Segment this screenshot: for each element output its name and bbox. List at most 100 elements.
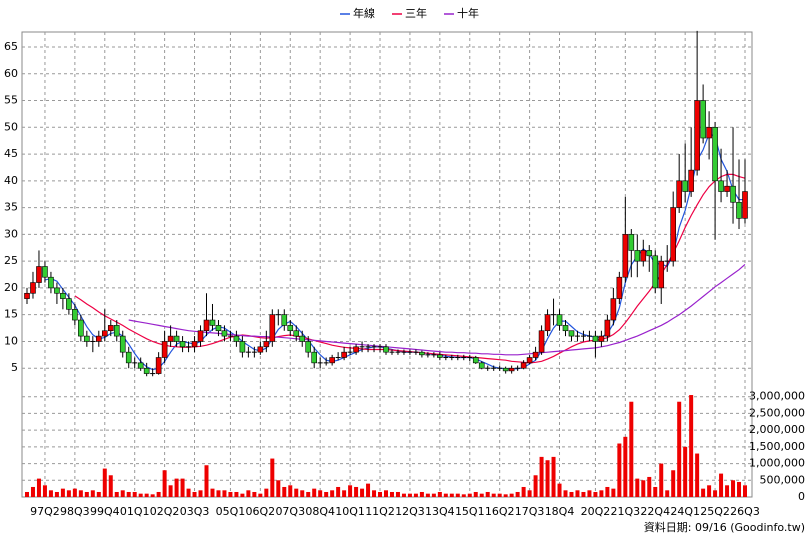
volume-bar — [204, 465, 209, 497]
x-tick-label: 22Q4 — [640, 505, 670, 518]
volume-bar — [252, 491, 257, 497]
x-tick-label: 17Q3 — [515, 505, 545, 518]
candle-body — [700, 100, 706, 139]
y-tick-label: 10 — [4, 334, 18, 347]
volume-bar — [437, 491, 442, 497]
y-tick-label: 55 — [4, 94, 18, 107]
x-tick-label: 11Q2 — [365, 505, 395, 518]
candle-body — [676, 180, 682, 208]
volume-bar — [276, 480, 281, 497]
volume-bar — [120, 490, 125, 497]
volume-bar — [54, 491, 59, 497]
legend-label: 十年 — [457, 6, 479, 20]
volume-bar — [42, 485, 47, 497]
candle-body — [221, 330, 228, 337]
volume-bar — [156, 491, 161, 497]
volume-bar — [551, 456, 556, 497]
volume-bar — [683, 446, 688, 497]
volume-bar — [581, 491, 586, 497]
volume-bar — [521, 486, 526, 497]
volume-bar — [228, 491, 233, 497]
volume-bar — [569, 491, 574, 497]
y-tick-label: 65 — [4, 40, 18, 53]
volume-bar — [162, 470, 167, 497]
y-tick-label: 35 — [4, 201, 18, 214]
candle-body — [622, 234, 629, 278]
volume-bar — [138, 493, 143, 497]
volume-bar — [360, 488, 365, 497]
y2-tick-label: 2,500,000 — [749, 406, 805, 419]
volume-bar — [174, 478, 179, 497]
volume-bar — [647, 476, 652, 497]
candle-body — [532, 351, 539, 358]
x-tick-label: 97Q2 — [30, 505, 60, 518]
volume-bar — [605, 486, 610, 497]
volume-bar — [401, 493, 406, 497]
candle-body — [688, 169, 694, 192]
candle-body — [311, 351, 318, 364]
source-note: 資料日期: 09/16 (Goodinfo.tw) — [644, 520, 805, 534]
candle-body — [143, 367, 150, 374]
x-tick-label: 20Q2 — [581, 505, 611, 518]
candle-body — [54, 287, 60, 294]
x-tick-label: 06Q2 — [246, 505, 276, 518]
candle-body — [598, 335, 605, 342]
candle-body — [209, 319, 216, 326]
candle-body — [113, 325, 120, 337]
volume-bar — [240, 493, 245, 497]
volume-bar — [126, 491, 131, 497]
volume-bar — [222, 490, 227, 497]
candle-body — [287, 325, 294, 332]
candle-body — [508, 367, 515, 372]
candle-body — [604, 319, 611, 337]
volume-bar — [168, 485, 173, 497]
volume-bar — [186, 488, 191, 497]
volume-bar — [306, 491, 311, 497]
candle-body — [24, 292, 30, 299]
candle-body — [84, 335, 90, 342]
candle-body — [257, 346, 264, 353]
volume-bar — [503, 494, 508, 497]
y-tick-label: 5 — [11, 361, 18, 374]
y2-tick-label: 2,000,000 — [749, 423, 805, 436]
candle-body — [233, 335, 240, 342]
volume-bar — [66, 490, 71, 497]
candle-body — [646, 250, 653, 257]
candle-body — [173, 335, 180, 342]
volume-bar — [264, 488, 269, 497]
x-tick-label: 10Q1 — [335, 505, 365, 518]
candle-body — [191, 341, 198, 348]
volume-bar — [491, 493, 496, 497]
candle-body — [353, 346, 359, 353]
volume-bar — [659, 463, 664, 497]
candle-body — [96, 335, 102, 342]
candle-body — [78, 319, 84, 337]
volume-bar — [294, 488, 299, 497]
candle-body — [694, 100, 700, 171]
volume-bar — [25, 491, 29, 497]
x-tick-label: 13Q4 — [425, 505, 455, 518]
volume-bar — [461, 494, 466, 497]
candle-body — [293, 330, 300, 337]
volume-bar — [575, 490, 580, 497]
volume-bar — [378, 491, 383, 497]
volume-bar — [324, 491, 329, 497]
volume-bar — [725, 485, 730, 497]
volume-bar — [707, 485, 712, 497]
legend-label: 年線 — [353, 6, 375, 20]
candle-body — [239, 341, 246, 353]
candle-body — [706, 126, 712, 139]
candle-body — [437, 354, 443, 358]
candle-body — [652, 255, 659, 289]
volume-bar — [336, 486, 341, 497]
candle-body — [263, 341, 270, 348]
candle-body — [610, 298, 617, 321]
volume-bar — [635, 478, 640, 497]
y2-tick-label: 1,000,000 — [749, 457, 805, 470]
volume-bar — [587, 490, 592, 497]
candle-body — [718, 180, 724, 192]
x-tick-label: 21Q3 — [611, 505, 641, 518]
volume-bar — [443, 493, 448, 497]
volume-bar — [653, 486, 658, 497]
volume-bar — [611, 488, 616, 497]
